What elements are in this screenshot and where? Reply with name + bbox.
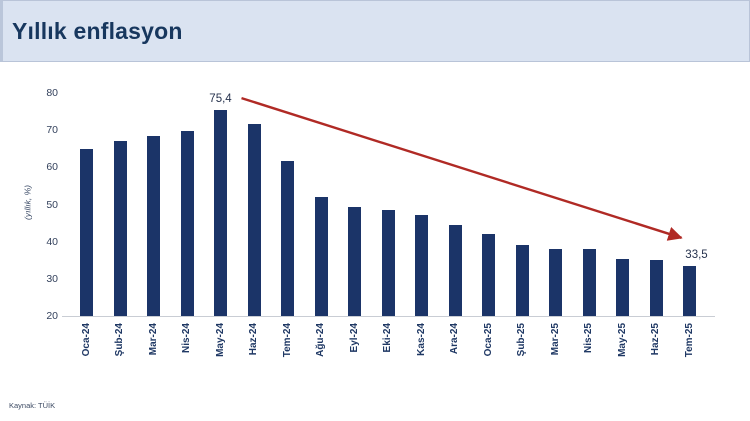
bar-Haz-25 <box>649 259 663 316</box>
bar-Kas-24 <box>415 215 428 316</box>
chart-header: Yıllık enflasyon <box>0 0 750 62</box>
y-tick-label: 30 <box>46 272 58 285</box>
x-tick-label: Eyl-24 <box>348 323 360 353</box>
y-tick-label: 60 <box>46 161 58 174</box>
bar-Tem-24 <box>281 160 294 316</box>
bar-Mar-24 <box>147 135 160 316</box>
x-tick-label: Oca-25 <box>482 323 494 357</box>
x-tick-label: Tem-24 <box>281 323 293 358</box>
bar-Oca-24 <box>80 149 93 316</box>
bar-Oca-25 <box>482 233 495 316</box>
source-note: Kaynak: TÜİK <box>9 401 56 410</box>
x-tick-label: Haz-25 <box>650 323 661 356</box>
x-tick-label: Ağu-24 <box>315 323 326 357</box>
y-tick-label: 50 <box>46 198 58 211</box>
x-tick-label: Oca-24 <box>80 323 92 357</box>
x-tick-label: Tem-25 <box>683 323 695 358</box>
y-tick-label: 20 <box>46 310 58 322</box>
x-tick-label: Eki-24 <box>382 323 393 353</box>
bar-Ağu-24 <box>314 197 328 316</box>
x-tick-label: Şub-25 <box>516 323 527 357</box>
x-tick-label: May-24 <box>214 323 226 357</box>
bar-Şub-24 <box>113 140 127 316</box>
data-label-May-24: 75,4 <box>209 93 232 106</box>
bar-Mar-25 <box>549 248 562 316</box>
bar-Haz-24 <box>247 124 261 316</box>
page-title: Yıllık enflasyon <box>12 17 183 44</box>
bar-Nis-24 <box>180 130 194 316</box>
bar-May-24 <box>214 110 227 316</box>
bar-May-25 <box>616 258 629 316</box>
bar-Nis-25 <box>582 249 596 316</box>
bar-Tem-25 <box>683 265 696 316</box>
y-tick-label: 80 <box>46 87 58 99</box>
x-axis-line <box>62 316 715 317</box>
x-tick-label: Mar-24 <box>147 323 159 356</box>
data-label-Tem-25: 33,5 <box>685 248 708 261</box>
bar-Eki-24 <box>381 209 395 316</box>
x-tick-label: Nis-25 <box>583 323 594 354</box>
x-tick-label: Mar-25 <box>549 323 561 356</box>
x-tick-label: Nis-24 <box>181 323 192 354</box>
x-tick-label: Kas-24 <box>415 323 427 356</box>
y-tick-label: 40 <box>46 235 58 248</box>
y-tick-label: 70 <box>46 124 58 137</box>
x-tick-label: May-25 <box>616 323 628 357</box>
bar-Şub-25 <box>515 245 529 316</box>
bar-Eyl-24 <box>348 206 361 316</box>
x-tick-label: Haz-24 <box>248 323 259 356</box>
x-tick-label: Ara-24 <box>449 323 460 355</box>
x-tick-label: Şub-24 <box>114 323 125 357</box>
bar-Ara-24 <box>448 225 462 316</box>
